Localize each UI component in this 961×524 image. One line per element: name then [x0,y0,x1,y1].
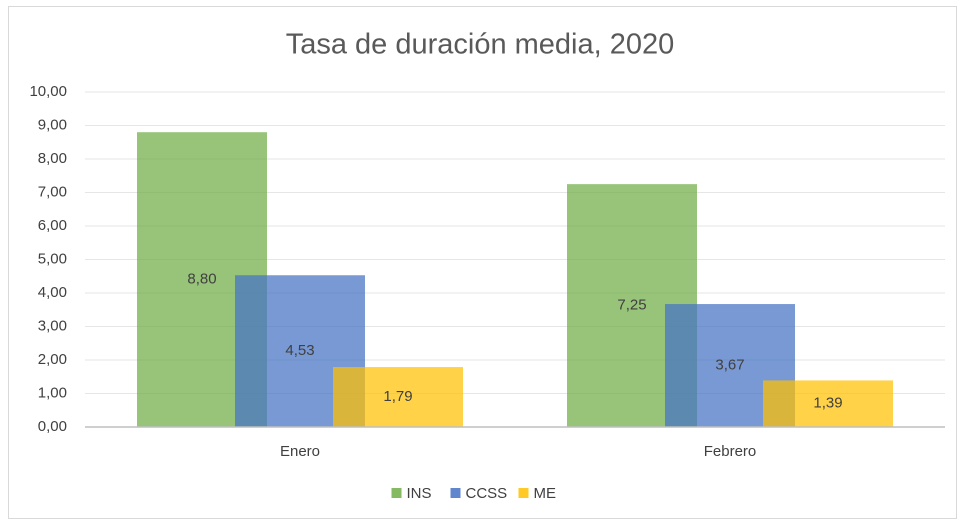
x-tick-label: Febrero [704,443,757,460]
y-tick-label: 7,00 [38,183,67,200]
legend-label: INS [407,485,432,502]
bar [333,367,463,427]
y-tick-label: 8,00 [38,150,67,167]
y-tick-label: 9,00 [38,116,67,133]
y-tick-label: 0,00 [38,418,67,435]
x-tick-label: Enero [280,443,320,460]
value-label: 7,25 [617,297,646,314]
value-label: 3,67 [715,356,744,373]
y-tick-label: 1,00 [38,384,67,401]
legend-swatch [450,488,461,498]
y-tick-label: 4,00 [38,284,67,301]
value-label: 4,53 [285,342,314,359]
legend-label: CCSS [466,485,508,502]
value-label: 1,39 [813,395,842,412]
legend-label: ME [534,485,557,502]
value-label: 1,79 [383,388,412,405]
legend-swatch [518,488,529,498]
y-tick-label: 5,00 [38,250,67,267]
y-tick-label: 10,00 [29,83,67,100]
value-label: 8,80 [187,271,216,288]
legend-swatch [391,488,402,498]
y-tick-label: 3,00 [38,317,67,334]
y-tick-label: 6,00 [38,217,67,234]
chart-title: Tasa de duración media, 2020 [286,29,675,61]
y-tick-label: 2,00 [38,351,67,368]
bar [763,380,893,427]
